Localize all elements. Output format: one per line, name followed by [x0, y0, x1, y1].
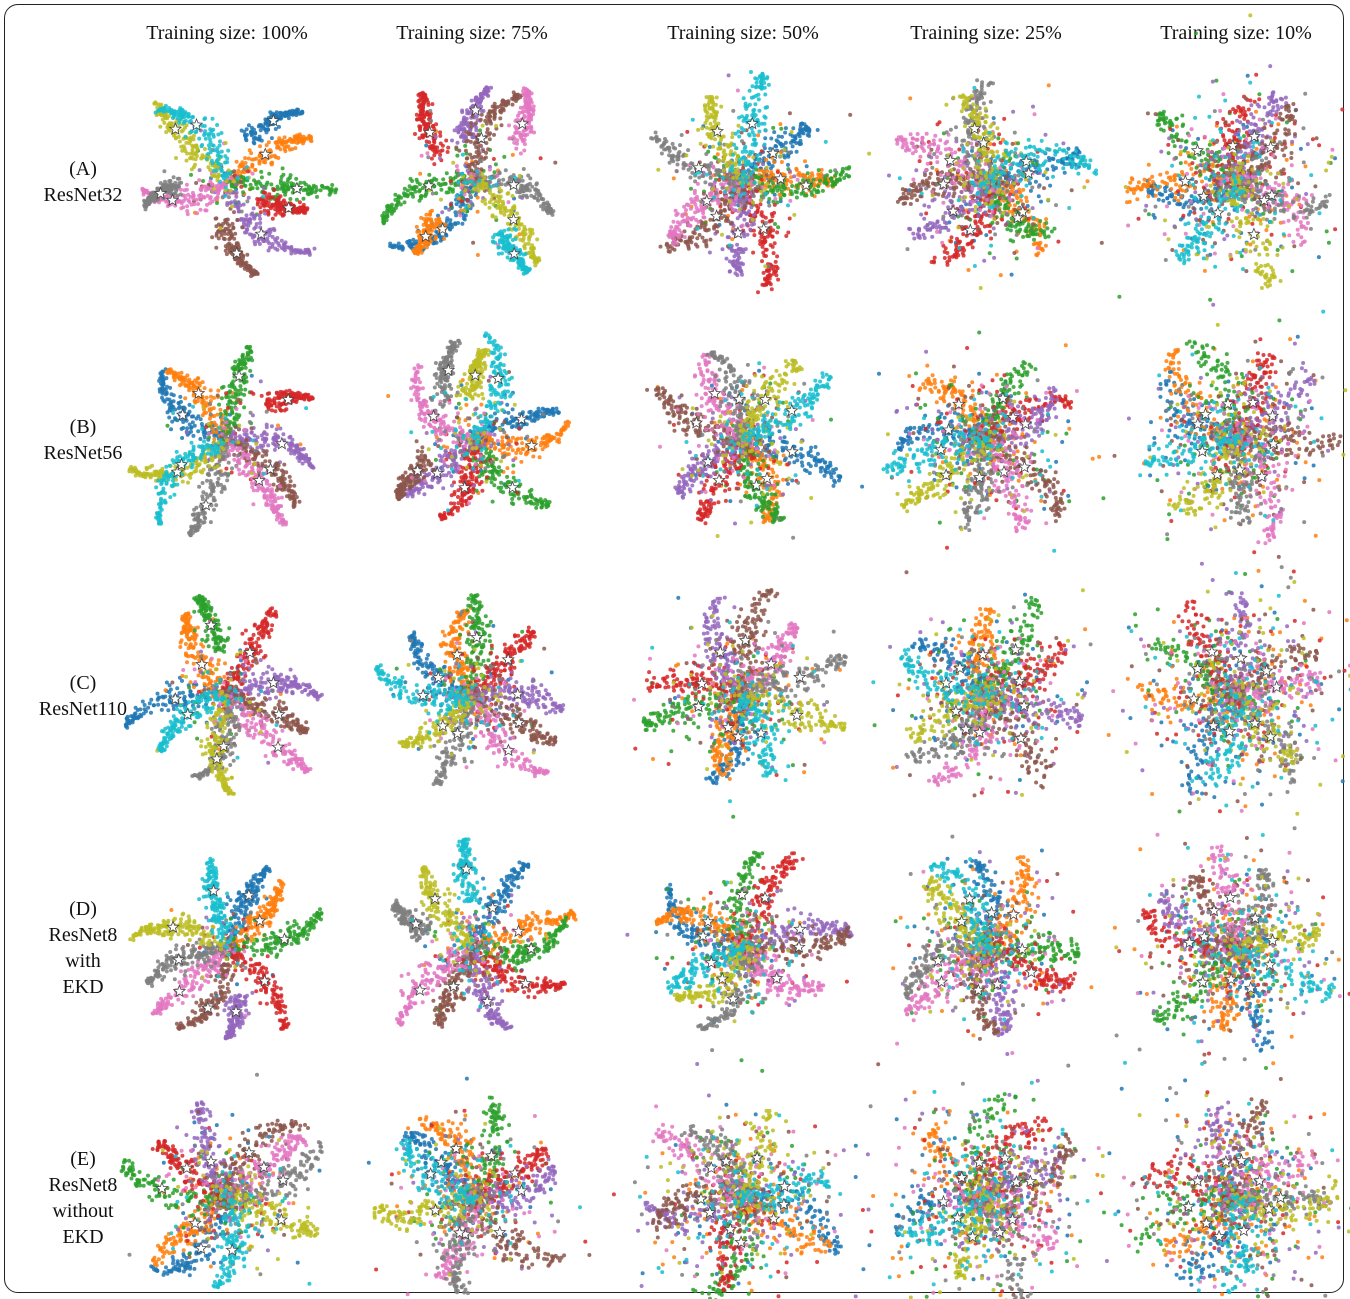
cluster-class-4: [888, 620, 1087, 795]
tsne-panel-a-3: [649, 70, 852, 294]
tsne-panel-c-3: [632, 588, 848, 819]
tsne-panel-b-2: [386, 331, 571, 521]
tsne-panel-d-2: [390, 837, 577, 1030]
tsne-panel-c-2: [374, 593, 565, 786]
cluster-class-4: [842, 1052, 1086, 1281]
tsne-panel-b-5: [1113, 303, 1350, 594]
tsne-panel-a-2: [380, 85, 557, 275]
tsne-panel-c-1: [124, 594, 324, 796]
tsne-panel-d-5: [1113, 809, 1350, 1097]
tsne-panel-d-1: [128, 857, 323, 1041]
tsne-panel-a-1: [140, 100, 338, 278]
tsne-panel-d-3: [625, 851, 853, 1053]
tsne-panel-e-2: [367, 1077, 592, 1297]
tsne-panel-c-5: [1081, 569, 1350, 837]
tsne-panel-c-4: [871, 570, 1092, 797]
cluster-class-5: [876, 1062, 1078, 1297]
star-marker-class-9: [1212, 207, 1224, 218]
star-marker-class-5: [1019, 461, 1030, 472]
tsne-panel-e-1: [120, 1073, 324, 1289]
tsne-panel-b-1: [127, 345, 315, 537]
star-marker-class-6: [503, 745, 514, 756]
tsne-panel-b-3: [645, 350, 842, 539]
tsne-panel-b-4: [860, 331, 1105, 553]
tsne-panel-e-3: [612, 1058, 901, 1299]
star-marker-class-1: [1008, 908, 1019, 919]
cluster-class-5: [427, 620, 557, 749]
star-marker-class-2: [974, 1156, 985, 1167]
cluster-class-5: [1149, 836, 1310, 1081]
cluster-class-3: [1024, 1090, 1340, 1299]
tsne-panel-a-5: [1100, 13, 1350, 327]
tsne-panel-a-4: [867, 78, 1098, 290]
tsne-panel-d-4: [891, 835, 1093, 1094]
tsne-panel-e-4: [842, 1052, 1134, 1299]
